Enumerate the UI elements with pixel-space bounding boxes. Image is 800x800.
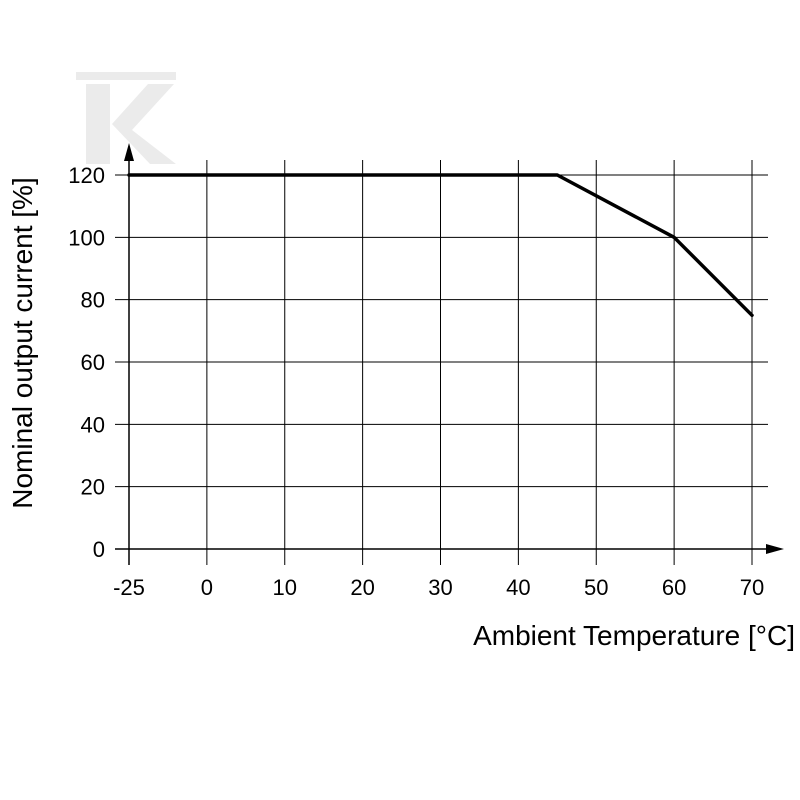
y-tick-label: 80	[81, 288, 105, 313]
x-axis-title: Ambient Temperature [°C]	[473, 620, 795, 651]
watermark-logo	[76, 72, 176, 164]
y-tick-label: 60	[81, 350, 105, 375]
x-tick-label: 0	[201, 575, 213, 600]
series-layer	[127, 173, 754, 318]
x-tick-label: 40	[506, 575, 530, 600]
y-tick-label: 40	[81, 412, 105, 437]
x-tick-label: 30	[428, 575, 452, 600]
x-tick-labels: -25 0 10 20 30 40 50 60 70	[113, 575, 764, 600]
x-tick-label: 60	[662, 575, 686, 600]
y-axis-title: Nominal output current [%]	[7, 177, 38, 509]
y-axis-arrow-icon	[124, 143, 134, 161]
x-axis-arrow-icon	[766, 544, 784, 554]
x-tick-label: 10	[273, 575, 297, 600]
x-tick-label: 20	[350, 575, 374, 600]
grid	[115, 160, 768, 565]
axes	[115, 143, 784, 565]
y-tick-label: 100	[68, 225, 105, 250]
x-tick-label: 70	[740, 575, 764, 600]
y-tick-labels: 0 20 40 60 80 100 120	[68, 163, 105, 562]
series-line-0	[127, 173, 754, 318]
y-tick-label: 120	[68, 163, 105, 188]
x-tick-label: -25	[113, 575, 145, 600]
y-tick-label: 20	[81, 475, 105, 500]
y-tick-label: 0	[93, 537, 105, 562]
x-tick-label: 50	[584, 575, 608, 600]
